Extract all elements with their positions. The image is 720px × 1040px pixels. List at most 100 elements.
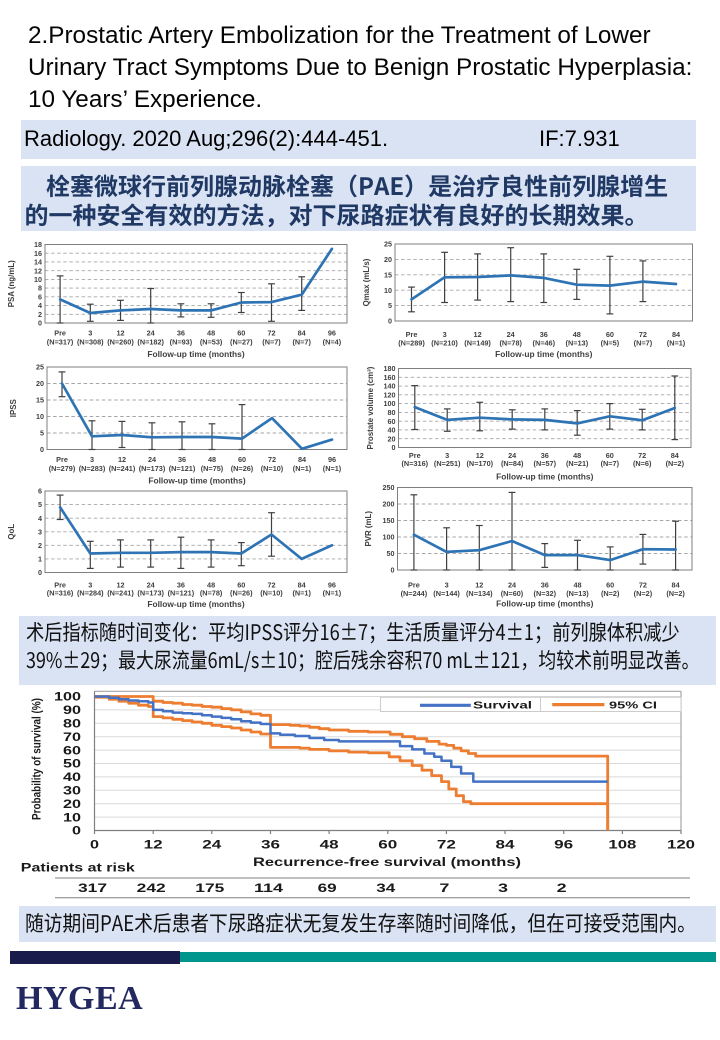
svg-text:Pre: Pre [56,455,68,464]
svg-text:2: 2 [557,881,568,895]
svg-text:(N=57): (N=57) [534,459,557,468]
svg-text:70: 70 [63,730,82,744]
svg-text:100: 100 [383,533,395,542]
svg-text:12: 12 [475,581,483,590]
svg-text:(N=7): (N=7) [634,339,653,348]
svg-text:36: 36 [541,451,549,460]
svg-text:0: 0 [391,566,395,575]
svg-text:Follow-up time (months): Follow-up time (months) [147,349,244,359]
svg-text:72: 72 [639,330,647,339]
svg-text:(N=2): (N=2) [601,589,620,598]
svg-text:60: 60 [238,455,246,464]
svg-text:84: 84 [298,455,307,464]
svg-text:96: 96 [328,581,336,590]
svg-text:25: 25 [36,363,44,372]
svg-text:(N=5): (N=5) [601,339,620,348]
svg-text:72: 72 [639,581,647,590]
svg-text:(N=13): (N=13) [566,339,589,348]
svg-text:(N=308): (N=308) [77,338,104,347]
svg-text:36: 36 [177,329,185,338]
svg-text:84: 84 [298,329,307,338]
svg-text:150: 150 [383,516,395,525]
svg-text:Prostate volume (cm³): Prostate volume (cm³) [366,366,375,449]
svg-text:50: 50 [63,757,82,771]
svg-text:(N=182): (N=182) [137,338,164,347]
svg-text:(N=78): (N=78) [499,339,522,348]
svg-text:Follow-up time (months): Follow-up time (months) [148,476,245,486]
svg-text:96: 96 [328,329,336,338]
svg-text:108: 108 [608,838,637,852]
svg-text:160: 160 [384,373,396,382]
svg-text:(N=210): (N=210) [431,339,458,348]
svg-text:6: 6 [38,292,42,301]
svg-text:72: 72 [638,451,646,460]
svg-text:Pre: Pre [406,330,418,339]
svg-text:140: 140 [384,382,396,391]
svg-text:(N=121): (N=121) [169,464,196,473]
svg-text:12: 12 [118,455,126,464]
svg-text:(N=1): (N=1) [323,464,342,473]
svg-text:200: 200 [383,500,395,509]
svg-text:3: 3 [498,881,509,895]
svg-text:(N=2): (N=2) [666,459,685,468]
svg-text:(N=2): (N=2) [634,589,653,598]
svg-text:20: 20 [384,255,392,264]
svg-text:Pre: Pre [54,581,66,590]
svg-text:60: 60 [378,838,398,852]
svg-text:(N=10): (N=10) [260,589,283,598]
svg-text:(N=284): (N=284) [77,589,104,598]
svg-text:36: 36 [178,455,186,464]
svg-text:80: 80 [388,408,396,417]
svg-text:QoL: QoL [7,524,16,540]
svg-text:15: 15 [36,396,44,405]
svg-text:(N=1): (N=1) [292,589,311,598]
svg-text:100: 100 [384,399,396,408]
svg-text:5: 5 [40,429,44,438]
svg-text:84: 84 [672,581,681,590]
svg-text:(N=7): (N=7) [292,338,311,347]
svg-text:24: 24 [147,329,156,338]
svg-text:(N=241): (N=241) [109,464,136,473]
svg-text:84: 84 [496,838,516,852]
svg-text:(N=26): (N=26) [230,589,253,598]
svg-text:96: 96 [554,838,574,852]
svg-text:114: 114 [254,881,284,895]
svg-text:48: 48 [208,455,216,464]
svg-text:(N=84): (N=84) [501,459,524,468]
svg-text:24: 24 [507,330,516,339]
svg-text:3: 3 [88,581,92,590]
svg-text:(N=251): (N=251) [434,459,461,468]
svg-text:69: 69 [318,881,338,895]
svg-text:36: 36 [540,330,548,339]
svg-text:(N=1): (N=1) [293,464,312,473]
svg-text:24: 24 [148,455,157,464]
svg-text:0: 0 [38,319,42,328]
svg-text:(N=289): (N=289) [398,339,425,348]
svg-text:2: 2 [38,310,42,319]
svg-text:(N=1): (N=1) [323,589,342,598]
svg-text:(N=32): (N=32) [534,589,557,598]
svg-text:(N=283): (N=283) [79,464,106,473]
svg-text:48: 48 [573,581,581,590]
svg-text:3: 3 [88,329,92,338]
svg-text:48: 48 [207,581,215,590]
svg-text:(N=2): (N=2) [666,589,685,598]
svg-text:0: 0 [38,568,42,577]
svg-text:Survival: Survival [473,699,532,711]
svg-text:Follow-up time (months): Follow-up time (months) [495,349,592,359]
svg-text:IPSS: IPSS [9,399,18,417]
svg-text:60: 60 [388,417,396,426]
svg-text:15: 15 [384,270,392,279]
svg-text:10: 10 [384,286,392,295]
svg-text:242: 242 [137,881,167,895]
svg-text:3: 3 [445,581,449,590]
svg-text:48: 48 [573,330,581,339]
svg-text:(N=53): (N=53) [200,338,223,347]
svg-text:40: 40 [63,770,82,784]
svg-text:1: 1 [38,555,42,564]
svg-text:3: 3 [443,330,447,339]
svg-text:(N=241): (N=241) [107,589,134,598]
svg-text:175: 175 [195,881,225,895]
svg-text:14: 14 [34,258,42,267]
svg-text:7: 7 [439,881,450,895]
